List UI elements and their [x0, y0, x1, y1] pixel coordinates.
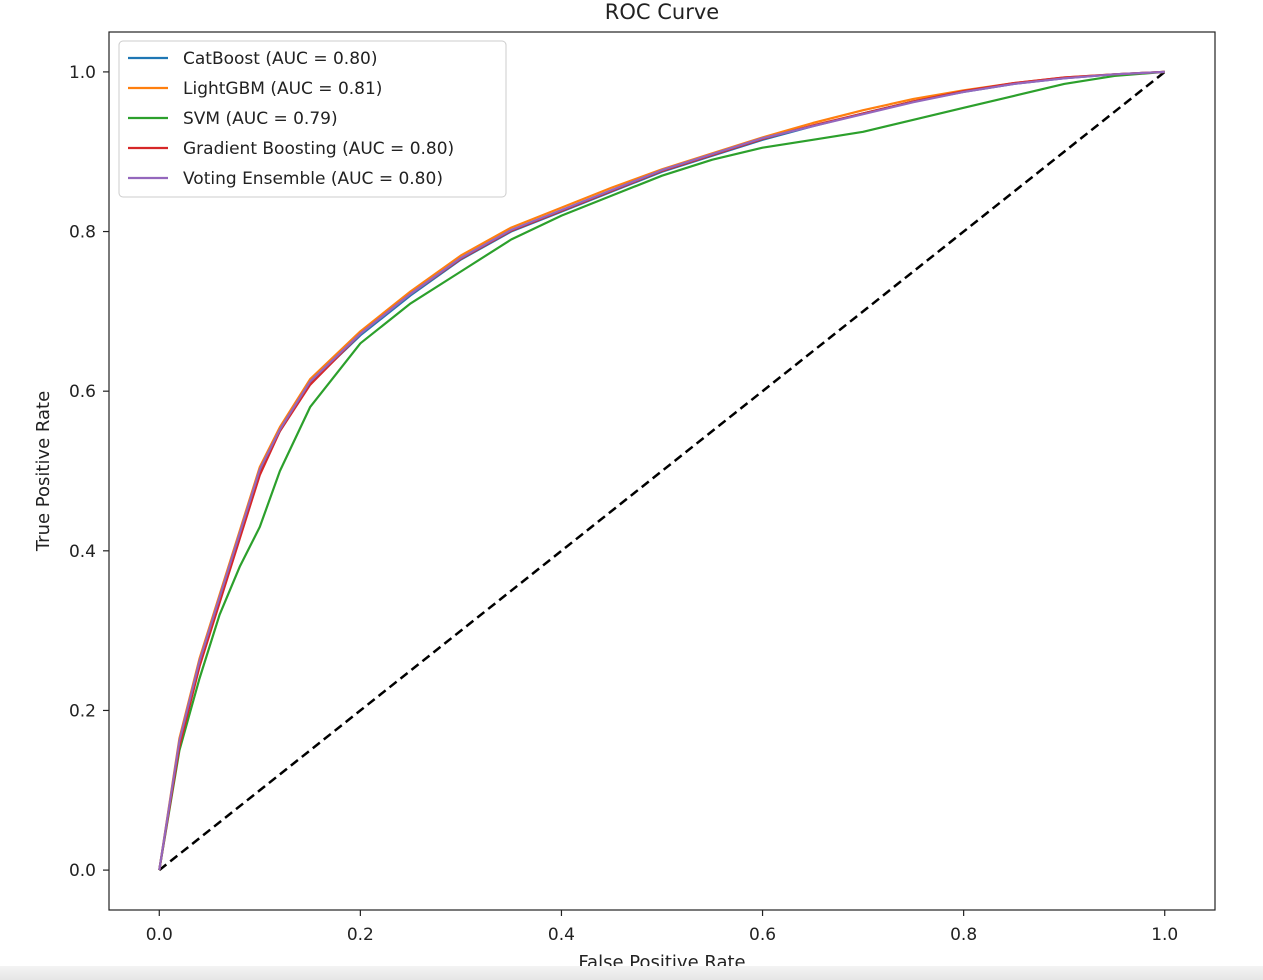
- series-layer: [158, 70, 1165, 871]
- y-axis-label: True Positive Rate: [33, 391, 54, 552]
- legend-label: Voting Ensemble (AUC = 0.80): [183, 169, 443, 189]
- chance-diagonal-line: [158, 70, 1166, 872]
- legend: CatBoost (AUC = 0.80) LightGBM (AUC = 0.8…: [118, 40, 507, 198]
- series-line-2: [158, 70, 1165, 871]
- reference-line-layer: [158, 70, 1166, 872]
- y-tick-label: 1.0: [69, 63, 96, 83]
- chart-title: ROC Curve: [605, 0, 719, 24]
- window-bottom-edge: [0, 966, 1263, 980]
- legend-label: Gradient Boosting (AUC = 0.80): [183, 139, 454, 159]
- y-tick-label: 0.8: [69, 223, 96, 243]
- legend-label: LightGBM (AUC = 0.81): [183, 79, 382, 99]
- plot-frame: [108, 31, 1216, 911]
- y-tick-label: 0.2: [69, 701, 96, 721]
- y-tick-label: 0.4: [69, 542, 96, 562]
- legend-box: [118, 40, 507, 198]
- ticks-layer: 0.0 0.2 0.4 0.6 0.8 1.0 0.0 0.2 0.4 0.6 0.8 1.0: [69, 63, 1178, 945]
- x-tick-label: 0.0: [146, 925, 173, 945]
- series-line-4: [158, 70, 1165, 871]
- y-tick-label: 0.6: [69, 382, 96, 402]
- x-tick-label: 0.2: [347, 925, 374, 945]
- x-tick-label: 0.6: [749, 925, 776, 945]
- legend-label: SVM (AUC = 0.79): [183, 109, 338, 129]
- y-tick-label: 0.0: [69, 861, 96, 881]
- legend-label: CatBoost (AUC = 0.80): [183, 49, 377, 69]
- x-tick-label: 0.4: [548, 925, 575, 945]
- x-tick-label: 1.0: [1151, 925, 1178, 945]
- x-tick-label: 0.8: [950, 925, 977, 945]
